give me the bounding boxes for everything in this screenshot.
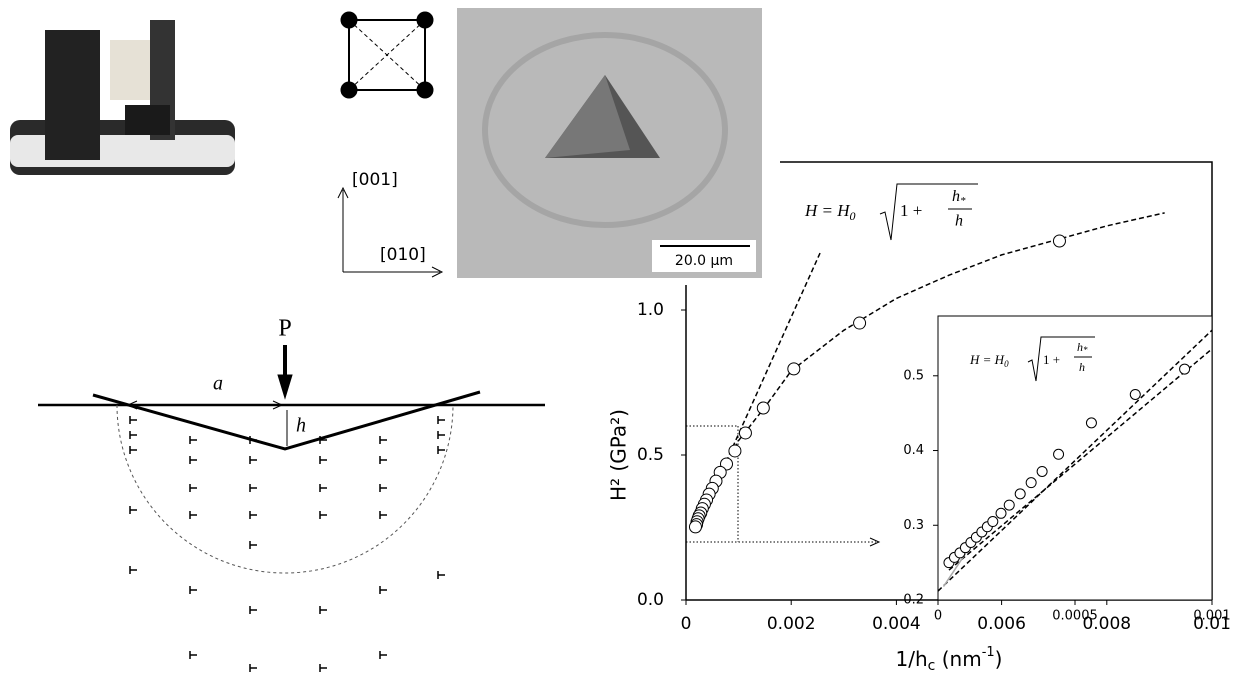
formula-sub: 0 <box>1004 359 1009 369</box>
data-point <box>1015 489 1025 499</box>
indent-schematic <box>38 345 545 573</box>
data-point <box>1004 500 1014 510</box>
data-point <box>1054 449 1064 459</box>
x-tick-label: 0.001 <box>1193 609 1230 624</box>
figure: [001] [010] 20.0 µm P a h H² (GPa²) 1/hc… <box>0 0 1242 684</box>
instrument-photo <box>10 20 235 175</box>
data-point <box>854 317 866 329</box>
data-point <box>1053 235 1065 247</box>
data-point <box>689 521 701 533</box>
x-tick-label: 0.0005 <box>1052 609 1098 624</box>
formula-num-h: h <box>952 188 960 205</box>
formula-num-sub: * <box>960 195 966 207</box>
formula-text: H = H <box>804 201 851 220</box>
data-point <box>739 427 751 439</box>
x-label-close: ) <box>995 647 1003 671</box>
y-tick-label: 0.0 <box>637 590 664 610</box>
y-tick-label: 0.5 <box>637 445 664 465</box>
x-tick-label: 0 <box>934 609 942 624</box>
data-point <box>1037 466 1047 476</box>
formula-num: h* <box>952 188 966 207</box>
contact-label: a <box>213 373 223 395</box>
scale-bar-label: 20.0 µm <box>675 253 733 269</box>
x-label-main: 1/h <box>896 647 928 671</box>
x-label-exp: -1 <box>982 645 995 660</box>
data-point <box>788 363 800 375</box>
x-label-sub: c <box>928 658 936 674</box>
sem-image <box>457 8 762 278</box>
y-tick-label: 0.2 <box>903 593 924 608</box>
data-point <box>996 508 1006 518</box>
x-label-unit: (nm <box>935 647 981 671</box>
direction-label: [001] <box>352 170 398 190</box>
x-tick-label: 0.004 <box>872 614 921 634</box>
formula-den: h <box>1079 360 1085 374</box>
x-tick-label: 0 <box>681 614 692 634</box>
data-point <box>1026 478 1036 488</box>
y-tick-label: 0.3 <box>903 518 924 533</box>
y-tick-label: 0.4 <box>903 443 924 458</box>
formula-lhs: H = H0 <box>804 201 856 223</box>
data-point <box>757 402 769 414</box>
x-tick-label: 0.002 <box>767 614 816 634</box>
data-point <box>1180 364 1190 374</box>
lattice-diagram <box>341 12 433 98</box>
load-label: P <box>278 316 291 342</box>
data-point <box>1130 389 1140 399</box>
formula-one: 1 + <box>900 201 922 220</box>
y-tick-label: 0.5 <box>903 368 924 383</box>
x-axis-label: 1/hc (nm-1) <box>896 645 1003 675</box>
depth-label: h <box>296 415 306 437</box>
formula: H = H0 1 + h* h <box>804 184 978 240</box>
x-tick-label: 0.006 <box>977 614 1026 634</box>
formula-lhs: H = H0 <box>969 352 1009 369</box>
data-point <box>729 445 741 457</box>
y-axis-label: H² (GPa²) <box>607 409 631 501</box>
direction-label: [010] <box>380 245 426 265</box>
formula-one: 1 + <box>1043 352 1060 367</box>
data-point <box>988 517 998 527</box>
formula-num-sub: * <box>1083 345 1088 355</box>
formula-sub: 0 <box>850 209 856 223</box>
dislocations <box>130 416 445 672</box>
formula-text: H = H <box>969 352 1005 367</box>
data-point <box>1086 418 1096 428</box>
formula-den: h <box>955 213 963 230</box>
y-tick-label: 1.0 <box>637 300 664 320</box>
